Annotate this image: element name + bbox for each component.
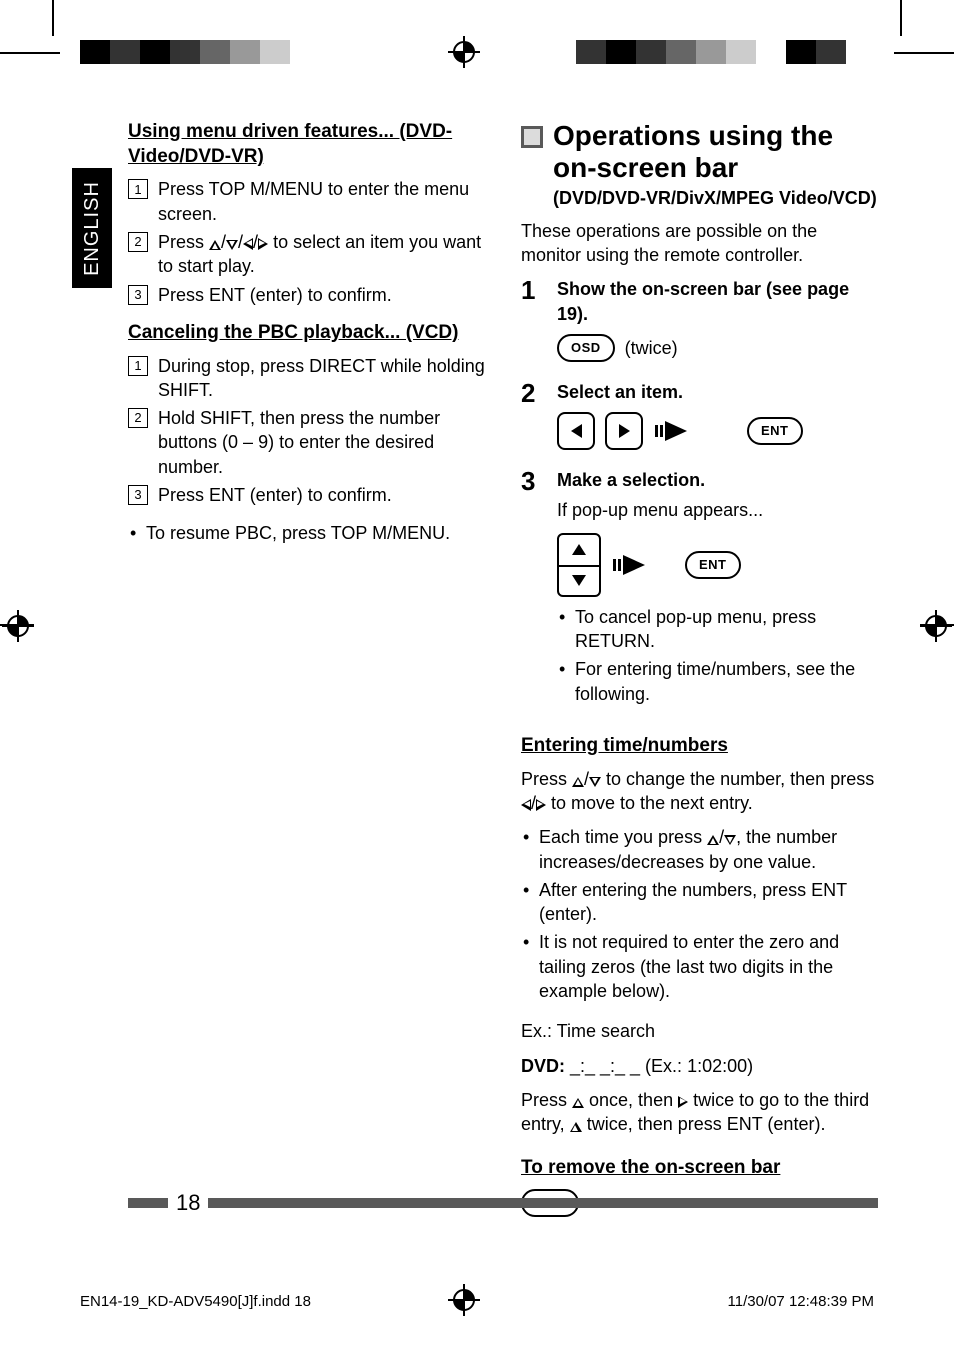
- list-item-text: Press /// to select an item you want to …: [158, 230, 489, 279]
- note-text: If pop-up menu appears...: [557, 498, 882, 522]
- triangle-down-icon: [572, 575, 586, 586]
- step-index: 3: [128, 285, 148, 305]
- registration-mark-icon: [2, 610, 34, 642]
- step-number: 3: [521, 468, 545, 720]
- arrow-right-icon: [611, 553, 655, 577]
- example-label: Ex.: Time search: [521, 1019, 882, 1043]
- step-title: Select an item.: [557, 380, 882, 404]
- triangle-down-icon: [724, 835, 736, 845]
- print-footer: EN14-19_KD-ADV5490[J]f.indd 18 11/30/07 …: [80, 1292, 874, 1312]
- list-item: To cancel pop-up menu, press RETURN.: [557, 605, 882, 654]
- example-dvd: DVD: _:_ _:_ _ (Ex.: 1:02:00): [521, 1054, 882, 1078]
- step-index: 2: [128, 408, 148, 428]
- triangle-right-icon: [678, 1096, 688, 1108]
- triangle-up-icon: [572, 544, 586, 555]
- osd-button[interactable]: OSD: [557, 334, 615, 362]
- left-column: Using menu driven features... (DVD-Video…: [128, 120, 489, 1192]
- list-item: 2 Hold SHIFT, then press the number butto…: [128, 406, 489, 479]
- color-bar: [80, 40, 320, 64]
- heading-entering: Entering time/numbers: [521, 734, 882, 759]
- registration-mark-icon: [920, 610, 952, 642]
- footer-file: EN14-19_KD-ADV5490[J]f.indd 18: [80, 1292, 311, 1312]
- nav-right-button[interactable]: [605, 412, 643, 450]
- list-item: Each time you press /, the number increa…: [521, 825, 882, 874]
- list-item-text: Press ENT (enter) to confirm.: [158, 283, 489, 307]
- bullet-list: To resume PBC, press TOP M/MENU.: [128, 521, 489, 545]
- triangle-left-icon: [571, 424, 582, 438]
- language-tab: ENGLISH: [72, 168, 112, 288]
- list-item: To resume PBC, press TOP M/MENU.: [128, 521, 489, 545]
- section-marker-icon: [521, 126, 543, 148]
- triangle-up-icon: [570, 1122, 582, 1132]
- step-index: 3: [128, 485, 148, 505]
- step-index: 1: [128, 356, 148, 376]
- step-title: Make a selection.: [557, 468, 882, 492]
- nav-up-down-button[interactable]: [557, 533, 601, 597]
- step-index: 1: [128, 179, 148, 199]
- step-index: 2: [128, 232, 148, 252]
- note-text: (twice): [625, 336, 678, 360]
- right-column: Operations using the on-screen bar (DVD/…: [521, 120, 882, 1192]
- registration-mark-icon: [448, 36, 480, 68]
- list-item: 3 Press ENT (enter) to confirm.: [128, 483, 489, 507]
- intro-text: These operations are possible on the mon…: [521, 219, 882, 268]
- step-number: 1: [521, 277, 545, 366]
- page-content: ENGLISH Using menu driven features... (D…: [72, 112, 882, 1192]
- list-item: After entering the numbers, press ENT (e…: [521, 878, 882, 927]
- section-title: Operations using the on-screen bar: [553, 120, 882, 184]
- footer-timestamp: 11/30/07 12:48:39 PM: [728, 1292, 875, 1312]
- step-title: Show the on-screen bar (see page 19).: [557, 277, 882, 326]
- step-list: 1 Show the on-screen bar (see page 19). …: [521, 277, 882, 720]
- page-number: 18: [168, 1188, 208, 1218]
- color-bar: [546, 40, 846, 64]
- bullet-list: Each time you press /, the number increa…: [521, 825, 882, 1003]
- triangle-up-icon: [572, 1098, 584, 1108]
- list-item-text: Press TOP M/MENU to enter the menu scree…: [158, 177, 489, 226]
- list-item-text: Press ENT (enter) to confirm.: [158, 483, 489, 507]
- bullet-list: To cancel pop-up menu, press RETURN.For …: [557, 605, 882, 706]
- list-item: 1 During stop, press DIRECT while holding…: [128, 354, 489, 403]
- page-number-bar: 18: [128, 1188, 878, 1218]
- triangle-right-icon: [619, 424, 630, 438]
- triangle-down-icon: [589, 777, 601, 787]
- triangle-up-icon: [707, 835, 719, 845]
- list-item: It is not required to enter the zero and…: [521, 930, 882, 1003]
- list-item: 2 Press /// to select an item you want to…: [128, 230, 489, 279]
- heading-menu-features: Using menu driven features... (DVD-Video…: [128, 120, 489, 169]
- ent-button[interactable]: ENT: [747, 417, 803, 445]
- body-text: Press / to change the number, then press…: [521, 767, 882, 816]
- numbered-list: 1 During stop, press DIRECT while holding…: [128, 354, 489, 508]
- heading-remove-bar: To remove the on-screen bar: [521, 1156, 882, 1181]
- ent-button[interactable]: ENT: [685, 551, 741, 579]
- nav-left-button[interactable]: [557, 412, 595, 450]
- list-item: 3 Press ENT (enter) to confirm.: [128, 283, 489, 307]
- step-number: 2: [521, 380, 545, 454]
- list-item: For entering time/numbers, see the follo…: [557, 657, 882, 706]
- triangle-left-icon: [521, 799, 531, 811]
- list-item-text: Hold SHIFT, then press the number button…: [158, 406, 489, 479]
- example-text: Press once, then twice to go to the thir…: [521, 1088, 882, 1137]
- numbered-list: 1 Press TOP M/MENU to enter the menu scre…: [128, 177, 489, 306]
- list-item: 1 Press TOP M/MENU to enter the menu scre…: [128, 177, 489, 226]
- language-label: ENGLISH: [79, 181, 106, 276]
- section-subtitle: (DVD/DVD-VR/DivX/MPEG Video/VCD): [553, 186, 882, 210]
- list-item-text: During stop, press DIRECT while holding …: [158, 354, 489, 403]
- triangle-right-icon: [536, 799, 546, 811]
- heading-cancel-pbc: Canceling the PBC playback... (VCD): [128, 321, 489, 346]
- arrow-right-icon: [653, 419, 697, 443]
- triangle-up-icon: [572, 777, 584, 787]
